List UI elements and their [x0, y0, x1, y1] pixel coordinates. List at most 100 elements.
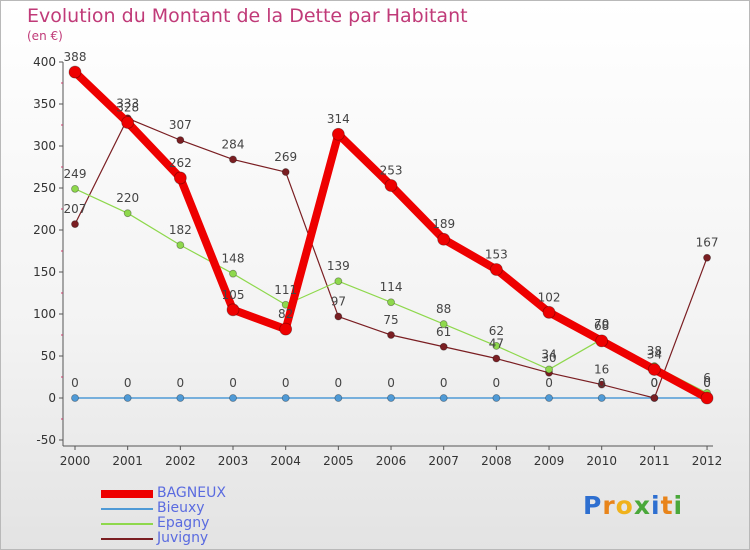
x-tick-label: 2008 [481, 454, 512, 468]
data-label-juvigny: 269 [274, 150, 297, 164]
y-tick-label: -50 [36, 433, 56, 447]
data-label-bieuxy: 0 [703, 376, 711, 390]
data-point-epagny [176, 241, 185, 250]
data-point-bagneux [226, 303, 240, 317]
x-tick-label: 2004 [270, 454, 301, 468]
legend-item-bagneux: BAGNEUX [101, 486, 301, 501]
data-point-juvigny [281, 168, 290, 176]
data-label-juvigny: 307 [169, 118, 192, 132]
logo-letter: r [602, 491, 616, 520]
data-label-bagneux: 189 [432, 217, 455, 231]
data-label-juvigny: 47 [489, 337, 504, 351]
legend-swatch-bieuxy [101, 508, 153, 510]
data-label-bieuxy: 0 [440, 376, 448, 390]
legend-label-bagneux: BAGNEUX [157, 485, 226, 501]
x-tick-label: 2001 [112, 454, 143, 468]
y-tick-label: 0 [48, 391, 56, 405]
data-label-bagneux: 0 [703, 376, 711, 390]
data-label-juvigny: 284 [222, 137, 245, 151]
data-label-juvigny: 16 [594, 363, 609, 377]
data-point-bieuxy [176, 394, 185, 402]
data-label-bagneux: 262 [169, 156, 192, 170]
x-tick-label: 2005 [323, 454, 354, 468]
proxiti-logo: Proxiti [583, 491, 683, 520]
data-label-juvigny: 333 [116, 96, 139, 110]
data-point-juvigny [71, 220, 79, 229]
data-label-epagny: 38 [647, 344, 662, 358]
legend-swatch-bagneux [101, 490, 153, 498]
legend: BAGNEUX Bieuxy Epagny Juvigny [101, 486, 301, 546]
data-label-juvigny: 61 [436, 325, 451, 339]
legend-swatch-juvigny [101, 538, 153, 540]
y-tick-label: 100 [33, 307, 56, 321]
x-tick-label: 2011 [639, 454, 670, 468]
data-point-bieuxy [439, 394, 448, 402]
data-point-bagneux [542, 305, 556, 319]
chart-unit-label: (en €) [27, 29, 63, 43]
data-label-juvigny: 0 [651, 376, 659, 390]
x-tick-label: 2007 [428, 454, 459, 468]
legend-label-epagny: Epagny [157, 515, 210, 531]
data-point-bagneux [173, 171, 187, 185]
x-tick-label: 2000 [60, 454, 91, 468]
x-tick-label: 2010 [586, 454, 617, 468]
data-label-bagneux: 34 [647, 347, 662, 361]
data-label-bieuxy: 0 [545, 376, 553, 390]
data-label-bagneux: 105 [222, 288, 245, 302]
data-label-bieuxy: 0 [282, 376, 290, 390]
data-label-bieuxy: 0 [335, 376, 343, 390]
data-label-bagneux: 328 [116, 100, 139, 114]
data-point-juvigny [387, 331, 395, 339]
data-point-bieuxy [123, 394, 132, 402]
data-point-juvigny [597, 380, 606, 389]
x-tick-label: 2006 [376, 454, 407, 468]
data-point-epagny [439, 320, 448, 328]
data-label-bagneux: 253 [380, 163, 403, 177]
data-point-juvigny [492, 354, 501, 363]
legend-item-epagny: Epagny [101, 516, 301, 531]
data-label-bieuxy: 0 [651, 376, 659, 390]
data-point-juvigny [334, 312, 343, 321]
logo-letter: o [615, 491, 634, 520]
legend-item-juvigny: Juvigny [101, 531, 301, 546]
data-label-epagny: 62 [489, 324, 504, 338]
data-label-bieuxy: 0 [124, 376, 132, 390]
y-tick-label: 50 [41, 349, 56, 363]
data-label-epagny: 139 [327, 259, 350, 273]
y-tick-label: 200 [33, 223, 56, 237]
data-point-bagneux [647, 363, 661, 376]
data-label-juvigny: 75 [383, 313, 398, 327]
data-point-bieuxy [387, 394, 395, 402]
data-label-bieuxy: 0 [229, 376, 237, 390]
data-label-epagny: 34 [541, 347, 556, 361]
data-point-bieuxy [545, 394, 553, 402]
data-point-bieuxy [492, 394, 501, 402]
logo-letter: x [633, 491, 651, 520]
data-label-epagny: 148 [222, 252, 245, 266]
data-point-bagneux [121, 116, 135, 129]
data-point-epagny [492, 342, 501, 350]
data-label-epagny: 88 [436, 302, 451, 316]
data-label-epagny: 6 [703, 371, 711, 385]
logo-letter: P [583, 491, 603, 520]
x-tick-label: 2003 [218, 454, 249, 468]
data-label-juvigny: 167 [696, 236, 719, 250]
legend-swatch-epagny [101, 523, 153, 525]
data-label-epagny: 182 [169, 223, 192, 237]
data-label-juvigny: 207 [64, 202, 87, 216]
data-point-bagneux [279, 322, 293, 336]
data-label-bieuxy: 0 [493, 376, 501, 390]
data-point-epagny [229, 269, 237, 278]
data-point-bieuxy [281, 394, 290, 402]
x-tick-label: 2009 [534, 454, 565, 468]
data-label-bagneux: 82 [278, 307, 293, 321]
data-label-epagny: 114 [380, 280, 403, 294]
x-tick-label: 2002 [165, 454, 196, 468]
x-tick-label: 2012 [692, 454, 723, 468]
data-point-bagneux [384, 179, 398, 192]
data-point-epagny [71, 184, 79, 193]
data-point-bagneux [700, 391, 714, 405]
data-point-bagneux [489, 263, 503, 276]
data-label-epagny: 70 [594, 317, 609, 331]
data-point-epagny [334, 277, 343, 286]
